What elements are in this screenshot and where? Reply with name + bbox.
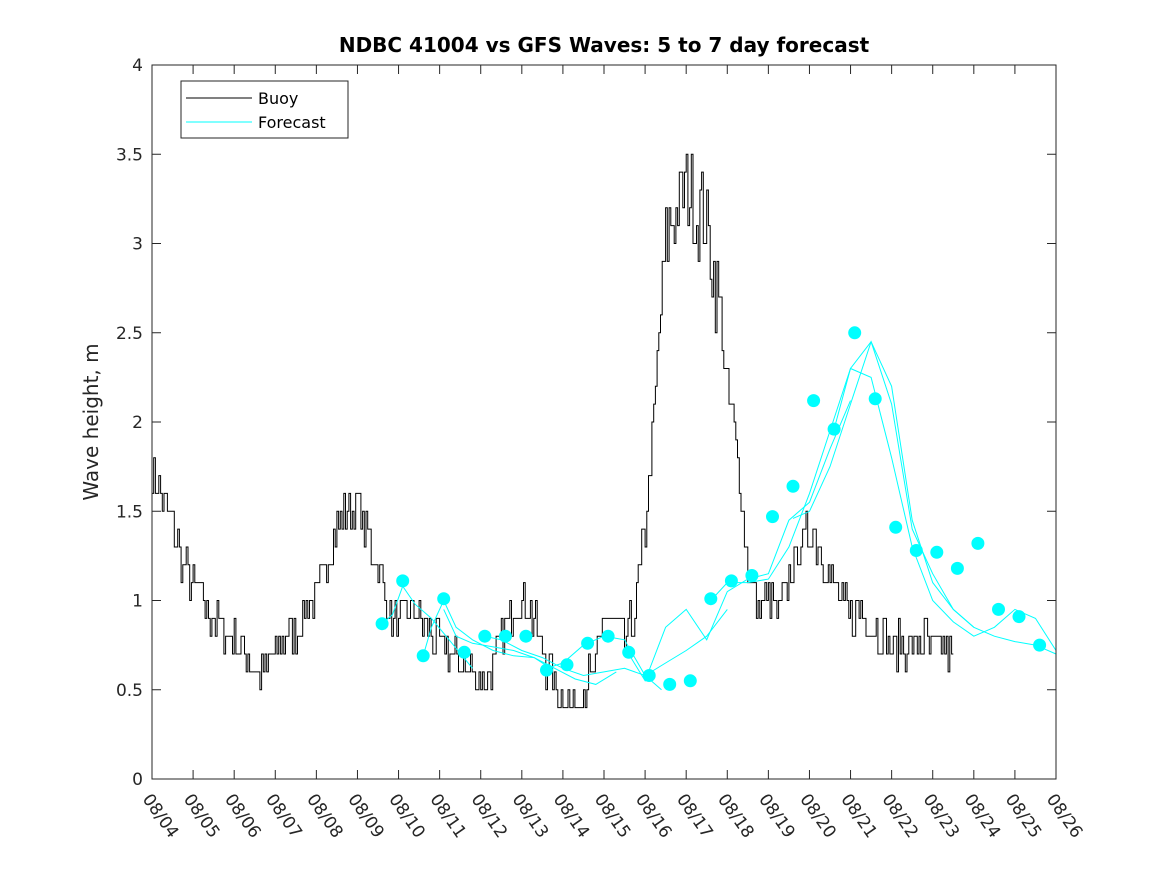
y-tick-label: 3 xyxy=(132,235,143,255)
y-tick-label: 0.5 xyxy=(116,681,143,701)
legend-forecast-label: Forecast xyxy=(258,113,326,132)
forecast-marker xyxy=(375,617,389,631)
chart-title: NDBC 41004 vs GFS Waves: 5 to 7 day fore… xyxy=(339,33,870,57)
legend-buoy-label: Buoy xyxy=(258,89,298,108)
forecast-marker xyxy=(889,520,903,534)
forecast-series-line-1 xyxy=(381,585,473,669)
y-tick-label: 2.5 xyxy=(116,324,143,344)
data-layer xyxy=(152,153,1057,709)
forecast-marker xyxy=(663,677,677,691)
buoy-series-line xyxy=(152,153,954,709)
forecast-marker xyxy=(601,629,615,643)
forecast-marker xyxy=(498,629,512,643)
y-tick-label: 3.5 xyxy=(116,145,143,165)
forecast-marker xyxy=(581,636,595,650)
forecast-marker xyxy=(478,629,492,643)
forecast-marker xyxy=(971,536,985,550)
forecast-marker xyxy=(540,663,553,677)
forecast-marker xyxy=(745,569,759,582)
y-tick-label: 4 xyxy=(132,56,143,76)
legend: Buoy Forecast xyxy=(180,80,349,139)
forecast-series-line-2 xyxy=(422,599,551,669)
forecast-marker xyxy=(683,674,697,688)
forecast-marker xyxy=(930,545,944,559)
forecast-marker xyxy=(786,479,800,493)
legend-box xyxy=(180,80,349,139)
forecast-marker xyxy=(704,592,718,606)
forecast-marker xyxy=(457,645,471,659)
forecast-marker xyxy=(848,326,862,340)
forecast-marker xyxy=(909,544,923,557)
forecast-marker xyxy=(827,422,841,436)
y-axis-label: Wave height, m xyxy=(79,343,103,500)
forecast-marker xyxy=(724,574,738,588)
forecast-marker xyxy=(416,649,430,663)
forecast-marker xyxy=(396,574,410,588)
y-tick-label: 1 xyxy=(132,592,143,612)
y-tick-label: 0 xyxy=(132,770,143,790)
forecast-marker xyxy=(1033,638,1047,652)
forecast-marker xyxy=(868,392,882,406)
forecast-marker xyxy=(622,645,636,659)
forecast-marker xyxy=(519,629,533,643)
forecast-series-line-3 xyxy=(443,609,617,685)
forecast-marker xyxy=(766,510,779,524)
forecast-marker xyxy=(437,592,451,606)
forecast-series-line-7 xyxy=(710,340,975,628)
forecast-marker xyxy=(560,658,574,672)
forecast-marker xyxy=(1012,610,1026,624)
y-tick-label: 2 xyxy=(132,413,143,433)
forecast-series-line-4 xyxy=(484,635,662,691)
forecast-marker xyxy=(992,602,1005,616)
forecast-marker xyxy=(950,561,964,575)
y-tick-label: 1.5 xyxy=(116,502,143,522)
forecast-marker xyxy=(642,669,656,682)
forecast-series-line-5 xyxy=(546,609,728,677)
forecast-series-line-6 xyxy=(628,400,851,682)
forecast-marker xyxy=(807,394,821,408)
